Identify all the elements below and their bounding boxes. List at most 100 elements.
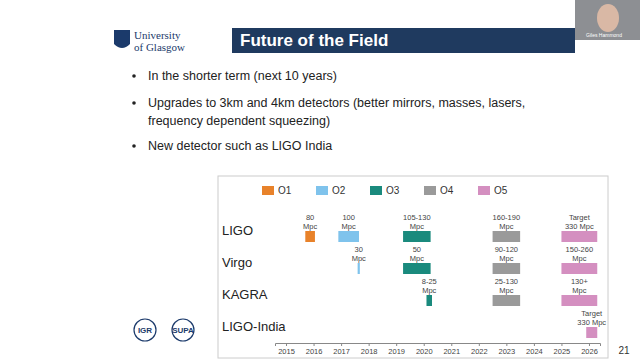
x-tick: 2023 (499, 343, 516, 356)
x-tick-mark (369, 343, 370, 346)
legend-label: O2 (332, 185, 346, 196)
run-bar (561, 231, 597, 242)
run-bar (493, 263, 521, 274)
x-tick: 2015 (278, 343, 295, 356)
x-tick-label: 2019 (388, 347, 405, 356)
bar-labels: 80Mpc100Mpc30Mpc105-130Mpc50Mpc8-25Mpc16… (303, 213, 606, 327)
bullet-text: In the shorter term (next 10 years) (148, 69, 337, 83)
run-label: Mpc (499, 222, 513, 231)
x-tick-mark (424, 343, 425, 346)
run-bar (586, 327, 597, 338)
title-bar (232, 28, 575, 53)
footer-logo-text: SUPA (172, 326, 194, 335)
x-tick-label: 2017 (333, 347, 350, 356)
logo-text: of Glasgow (134, 41, 185, 53)
run-bar (403, 263, 431, 274)
x-tick: 2020 (416, 343, 433, 356)
x-tick: 2018 (361, 343, 378, 356)
logo-text: University (134, 29, 181, 41)
x-tick: 2024 (526, 343, 543, 356)
footer-logo (172, 319, 194, 341)
footer-logo (134, 319, 156, 341)
x-tick: 2026 (581, 343, 598, 356)
x-tick-mark (314, 343, 315, 346)
x-tick-mark (506, 343, 507, 346)
run-bar (358, 263, 360, 274)
legend-swatch (370, 186, 382, 195)
bullet-text: New detector such as LIGO India (148, 139, 332, 153)
run-bar (561, 263, 597, 274)
x-tick-label: 2024 (526, 347, 543, 356)
run-bar (561, 295, 597, 306)
x-tick-mark (534, 343, 535, 346)
run-bar (426, 295, 432, 306)
legend-label: O3 (386, 185, 400, 196)
x-tick-mark (341, 343, 342, 346)
legend-label: O1 (278, 185, 292, 196)
x-tick-label: 2020 (416, 347, 433, 356)
x-tick-label: 2025 (554, 347, 571, 356)
run-label: Mpc (410, 222, 424, 231)
run-label: 330 Mpc (577, 318, 606, 327)
legend-swatch (424, 186, 436, 195)
x-tick-label: 2026 (581, 347, 598, 356)
page-number: 21 (618, 345, 630, 356)
x-tick: 2025 (554, 343, 571, 356)
footer-logo-text: IGR (138, 326, 152, 335)
x-axis-line (276, 344, 601, 347)
x-tick-mark (589, 343, 590, 346)
x-tick-mark (451, 343, 452, 346)
university-logo: Universityof Glasgow (114, 29, 185, 53)
run-label: Mpc (352, 254, 366, 263)
category-label: LIGO (222, 223, 253, 238)
run-bar (403, 231, 431, 242)
legend-label: O5 (494, 185, 508, 196)
x-tick-mark (396, 343, 397, 346)
x-tick-label: 2023 (499, 347, 516, 356)
speaker-name: Giles Hammond (586, 32, 622, 38)
run-label: Mpc (572, 254, 586, 263)
speaker-head (597, 4, 619, 32)
speaker-video (575, 0, 640, 40)
legend-swatch (478, 186, 490, 195)
legend: O1 O2 O3 O4 O5 (262, 185, 508, 196)
bullet-text: frequency dependent squeezing) (148, 114, 330, 128)
x-tick-label: 2016 (306, 347, 323, 356)
legend-label: O4 (440, 185, 454, 196)
run-label: Mpc (499, 254, 513, 263)
run-label: 330 Mpc (565, 222, 594, 231)
run-bar (493, 295, 521, 306)
run-bar (305, 231, 315, 242)
background (0, 0, 640, 360)
chart-frame (218, 176, 608, 358)
run-label: Mpc (499, 286, 513, 295)
run-label: Mpc (572, 286, 586, 295)
bullet-dot (132, 144, 136, 148)
x-tick: 2022 (471, 343, 488, 356)
x-tick: 2021 (443, 343, 460, 356)
x-tick-label: 2022 (471, 347, 488, 356)
slide-title: Future of the Field (240, 31, 388, 50)
run-bar (493, 231, 521, 242)
run-label: Mpc (410, 254, 424, 263)
crest (114, 30, 130, 48)
x-tick-mark (286, 343, 287, 346)
bullet-dot (132, 101, 136, 105)
run-label: Mpc (342, 222, 356, 231)
slide: Universityof Glasgow Future of the Field G… (0, 0, 640, 360)
x-tick: 2019 (388, 343, 405, 356)
x-tick-mark (561, 343, 562, 346)
category-label: Virgo (222, 255, 252, 270)
x-tick-label: 2021 (443, 347, 460, 356)
x-tick: 2017 (333, 343, 350, 356)
x-tick-mark (479, 343, 480, 346)
x-tick: 2016 (306, 343, 323, 356)
run-label: Mpc (422, 286, 436, 295)
bullet-text: Upgrades to 3km and 4km detectors (bette… (148, 96, 525, 110)
bullet-dot (132, 74, 136, 78)
run-bar (338, 231, 359, 242)
x-axis: 2015 2016 2017 2018 2019 2020 2021 2022 2023 2024… (276, 343, 601, 356)
bars (305, 231, 597, 338)
legend-swatch (262, 186, 274, 195)
x-tick-label: 2015 (278, 347, 295, 356)
